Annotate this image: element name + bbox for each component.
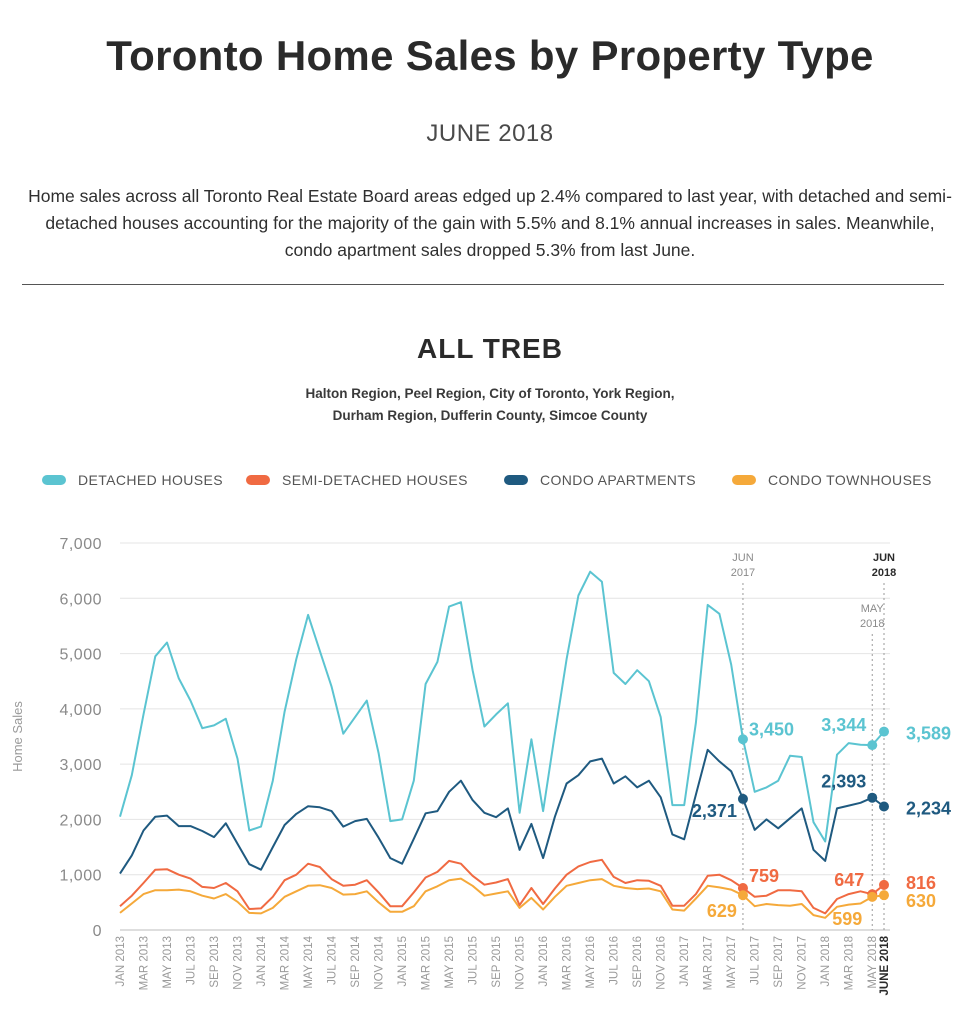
legend-item-condo-townhouses: CONDO TOWNHOUSES [732,470,932,490]
data-label: 647 [834,870,864,890]
data-label: 2,393 [821,772,866,792]
x-tick-label: NOV 2017 [797,936,809,990]
x-tick-label: JAN 2014 [256,935,268,986]
x-tick-label: NOV 2016 [656,936,668,990]
x-tick-label: NOV 2013 [233,936,245,990]
legend-item-detached: DETACHED HOUSES [42,470,223,490]
x-tick-label: MAR 2016 [562,936,574,990]
y-tick-label: 6,000 [59,591,102,608]
data-label: 2,234 [906,798,951,818]
x-tick-label: JAN 2017 [679,936,691,987]
x-tick-label: JAN 2013 [115,936,127,987]
x-tick-label: MAY 2016 [585,936,597,989]
legend-swatch-semi-detached [246,475,270,485]
x-tick-label: SEP 2015 [491,936,503,988]
regions-line-1: Halton Region, Peel Region, City of Toro… [305,386,675,401]
y-tick-label: 1,000 [59,868,102,885]
x-tick-label: JUL 2014 [327,935,339,984]
data-label: 759 [749,866,779,886]
y-tick-label: 7,000 [59,536,102,553]
chart-legend: DETACHED HOUSES SEMI-DETACHED HOUSES CON… [0,470,980,490]
x-tick-label: MAY 2017 [726,936,738,989]
x-tick-label: MAY 2018 [867,936,879,989]
data-point-marker [867,740,878,751]
x-tick-label: JUL 2013 [186,936,198,985]
data-point-marker [879,890,889,901]
data-point-marker [879,879,889,890]
legend-label-semi-detached: SEMI-DETACHED HOUSES [282,472,468,488]
legend-item-condo-apartments: CONDO APARTMENTS [504,470,696,490]
x-tick-label: NOV 2015 [515,936,527,990]
y-tick-label: 3,000 [59,757,102,774]
data-label: 599 [832,909,862,929]
page-title: Toronto Home Sales by Property Type [106,32,874,79]
legend-swatch-condo-apartments [504,475,528,485]
condo-townhouses-line [119,877,885,919]
data-point-marker [879,801,889,812]
x-tick-label: SEP 2016 [632,936,644,988]
marker-label: JUN [732,552,753,564]
data-label: 2,371 [692,801,737,821]
x-tick-label: MAR 2013 [139,936,151,990]
data-label: 3,344 [821,715,866,735]
data-point-marker [737,734,748,745]
data-point-marker [867,792,878,803]
x-tick-label: NOV 2014 [374,935,386,989]
x-tick-label: JUL 2017 [750,936,762,985]
x-tick-label: JAN 2016 [538,936,550,987]
data-point-marker [867,891,878,902]
legend-swatch-detached [42,475,66,485]
x-tick-label: SEP 2017 [773,936,785,988]
data-point-marker [879,726,889,737]
x-tick-label: MAY 2014 [303,935,315,988]
marker-sublabel: 2018 [860,618,884,630]
y-axis-label: Home Sales [10,701,25,772]
page-description: Home sales across all Toronto Real Estat… [28,186,952,260]
y-tick-label: 0 [93,923,102,940]
marker-sublabel: 2018 [872,567,896,579]
chart-title: ALL TREB [417,333,563,364]
legend-swatch-condo-townhouses [732,475,756,485]
x-tick-label: SEP 2013 [209,936,221,988]
y-tick-label: 2,000 [59,812,102,829]
legend-label-condo-apartments: CONDO APARTMENTS [540,472,697,488]
legend-label-detached: DETACHED HOUSES [78,472,223,488]
x-tick-label: JUL 2015 [468,936,480,985]
detached-houses-line [119,570,885,843]
data-label: 3,589 [906,724,951,744]
page-subtitle: JUNE 2018 [426,120,554,147]
divider [22,284,944,285]
data-point-marker [737,890,748,901]
legend-item-semi-detached: SEMI-DETACHED HOUSES [246,470,468,490]
legend-label-condo-townhouses: CONDO TOWNHOUSES [768,472,932,488]
marker-sublabel: 2017 [731,567,755,579]
condo-apartments-line [119,748,885,875]
x-tick-label: MAY 2015 [444,936,456,989]
marker-label: JUN [873,552,895,564]
y-tick-label: 4,000 [59,702,102,719]
x-tick-label: MAY 2013 [162,936,174,989]
data-point-marker [737,793,748,804]
data-label: 3,450 [749,719,794,739]
x-tick-label: MAR 2014 [280,935,292,990]
data-label: 629 [707,901,737,921]
x-tick-label: JUL 2016 [609,936,621,985]
x-tick-label: JUNE 2018 [879,935,891,995]
marker-label: MAY [861,603,885,615]
chart-regions: Halton Region, Peel Region, City of Toro… [0,383,980,427]
x-tick-label: JAN 2015 [397,936,409,987]
x-tick-label: SEP 2014 [350,935,362,987]
x-tick-label: MAR 2017 [703,936,715,990]
x-tick-label: MAR 2018 [844,936,856,990]
regions-line-2: Durham Region, Dufferin County, Simcoe C… [332,408,648,423]
data-label: 816 [906,873,936,893]
y-tick-label: 5,000 [59,647,102,664]
data-point-marker [737,883,748,894]
x-tick-label: JAN 2018 [820,936,832,987]
data-label: 630 [906,891,936,911]
line-chart: 0 1,000 2,000 3,000 4,000 5,000 6,000 7,000 Home… [10,536,951,995]
semi-detached-houses-line [119,858,885,915]
x-tick-label: MAR 2015 [421,936,433,990]
